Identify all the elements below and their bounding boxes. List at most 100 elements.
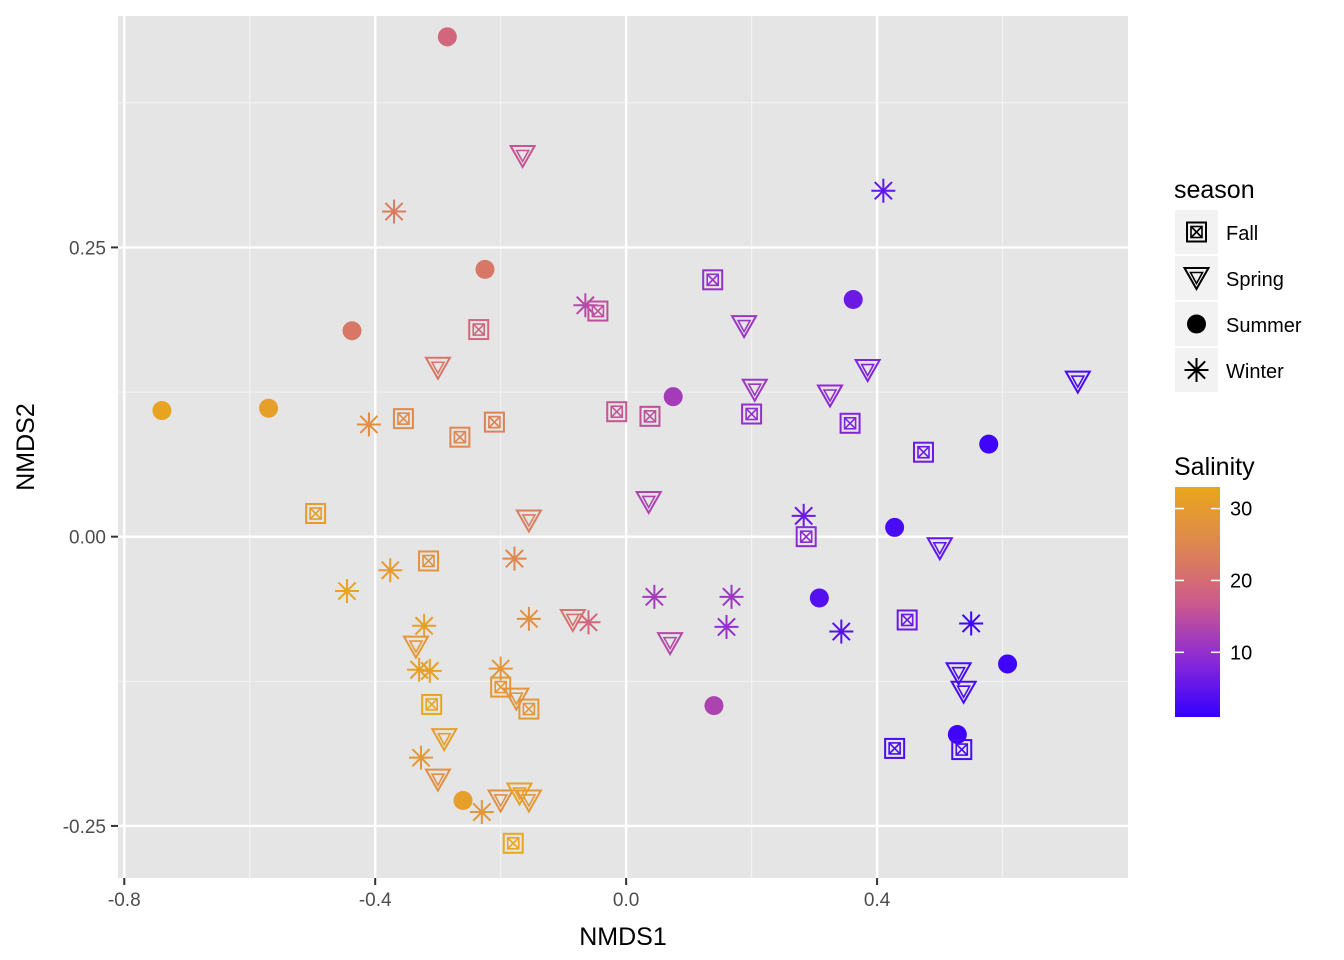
colorbar-tick-label: 30 [1230, 499, 1252, 521]
point-spring [508, 145, 537, 170]
legend-key-asterisk-icon [1184, 358, 1209, 382]
point-summer [885, 517, 905, 537]
season-legend-label: Summer [1226, 315, 1302, 337]
point-winter [714, 614, 739, 639]
point-spring [502, 687, 531, 712]
point-spring [853, 359, 882, 384]
point-fall [639, 405, 661, 427]
point-summer [152, 401, 172, 421]
season-legend: season Fall Spring Summer Winter [1174, 176, 1302, 392]
point-spring [944, 662, 973, 687]
salinity-colorbar [1175, 487, 1220, 717]
season-legend-label: Spring [1226, 269, 1284, 291]
season-legend-label: Winter [1226, 361, 1284, 383]
point-winter [378, 558, 403, 583]
point-winter [412, 613, 437, 638]
y-axis-title: NMDS2 [12, 403, 40, 491]
x-tick-label: -0.8 [108, 890, 141, 911]
point-winter [382, 199, 407, 224]
point-summer [259, 398, 279, 418]
point-fall [483, 411, 505, 433]
point-fall [951, 739, 973, 761]
point-spring [515, 509, 543, 534]
point-spring [1064, 370, 1092, 395]
point-fall [741, 403, 763, 425]
point-winter [959, 611, 984, 636]
point-fall [421, 693, 443, 715]
point-summer [437, 27, 457, 47]
point-winter [469, 800, 494, 825]
point-fall [606, 401, 628, 423]
point-spring [515, 789, 543, 814]
point-spring [634, 490, 663, 515]
point-fall [896, 609, 918, 631]
point-spring [926, 537, 954, 562]
point-fall [490, 676, 512, 698]
point-fall [518, 698, 540, 720]
season-legend-label: Fall [1226, 223, 1258, 245]
point-spring [424, 356, 452, 381]
y-tick-label: -0.25 [63, 817, 106, 838]
point-summer [342, 321, 362, 341]
point-winter [791, 503, 816, 528]
point-winter [409, 745, 433, 770]
point-fall [305, 503, 327, 525]
legend-key-square-x-icon [1186, 221, 1207, 243]
x-axis-title: NMDS1 [579, 923, 667, 951]
legend-key-background [1175, 256, 1218, 300]
point-winter [642, 584, 667, 609]
point-spring [424, 768, 452, 793]
legend-key-triangle-down-icon [1182, 267, 1211, 292]
point-winter [417, 658, 442, 683]
panel-background [118, 16, 1128, 878]
point-summer [998, 654, 1018, 674]
legend-key-circle-icon [1187, 314, 1206, 334]
point-fall [392, 408, 414, 430]
point-fall [795, 526, 817, 548]
point-winter [516, 606, 541, 631]
point-winter [356, 412, 381, 437]
x-tick-label: -0.4 [359, 890, 392, 911]
point-fall [839, 412, 861, 434]
point-summer [809, 588, 829, 608]
point-fall [702, 269, 724, 291]
season-legend-title: season [1174, 176, 1255, 204]
point-winter [576, 610, 601, 635]
point-summer [663, 387, 683, 407]
point-summer [453, 790, 473, 810]
point-spring [741, 378, 769, 403]
point-summer [475, 259, 495, 279]
gridlines [118, 16, 1128, 878]
x-tick-label: 0.4 [864, 890, 891, 911]
point-spring [402, 635, 430, 660]
season-legend-item-fall: Fall [1175, 210, 1258, 254]
point-spring [505, 782, 534, 807]
point-spring [486, 789, 515, 814]
point-spring [730, 315, 758, 340]
x-tick-label: 0.0 [613, 890, 639, 911]
season-legend-item-spring: Spring [1175, 256, 1284, 300]
point-spring [656, 632, 684, 657]
axes: -0.8 -0.4 0.0 0.4 -0.25 0.00 0.25 [63, 238, 891, 911]
data-points [152, 27, 1092, 854]
salinity-legend: Salinity 10 20 30 [1174, 453, 1255, 717]
colorbar-tick-label: 10 [1230, 642, 1252, 664]
point-summer [947, 725, 967, 745]
point-winter [488, 656, 513, 681]
point-spring [949, 680, 978, 705]
point-winter [334, 579, 359, 604]
point-winter [719, 584, 744, 609]
point-fall [468, 319, 490, 341]
y-tick-label: 0.00 [69, 528, 106, 549]
point-fall [912, 441, 934, 463]
point-winter [871, 178, 896, 203]
point-summer [843, 289, 863, 309]
point-summer [979, 434, 999, 454]
point-winter [829, 619, 854, 644]
colorbar-tick-label: 20 [1230, 570, 1252, 592]
point-fall [449, 426, 471, 448]
y-tick-label: 0.25 [69, 238, 106, 259]
point-fall [502, 832, 524, 854]
salinity-legend-title: Salinity [1174, 453, 1255, 481]
